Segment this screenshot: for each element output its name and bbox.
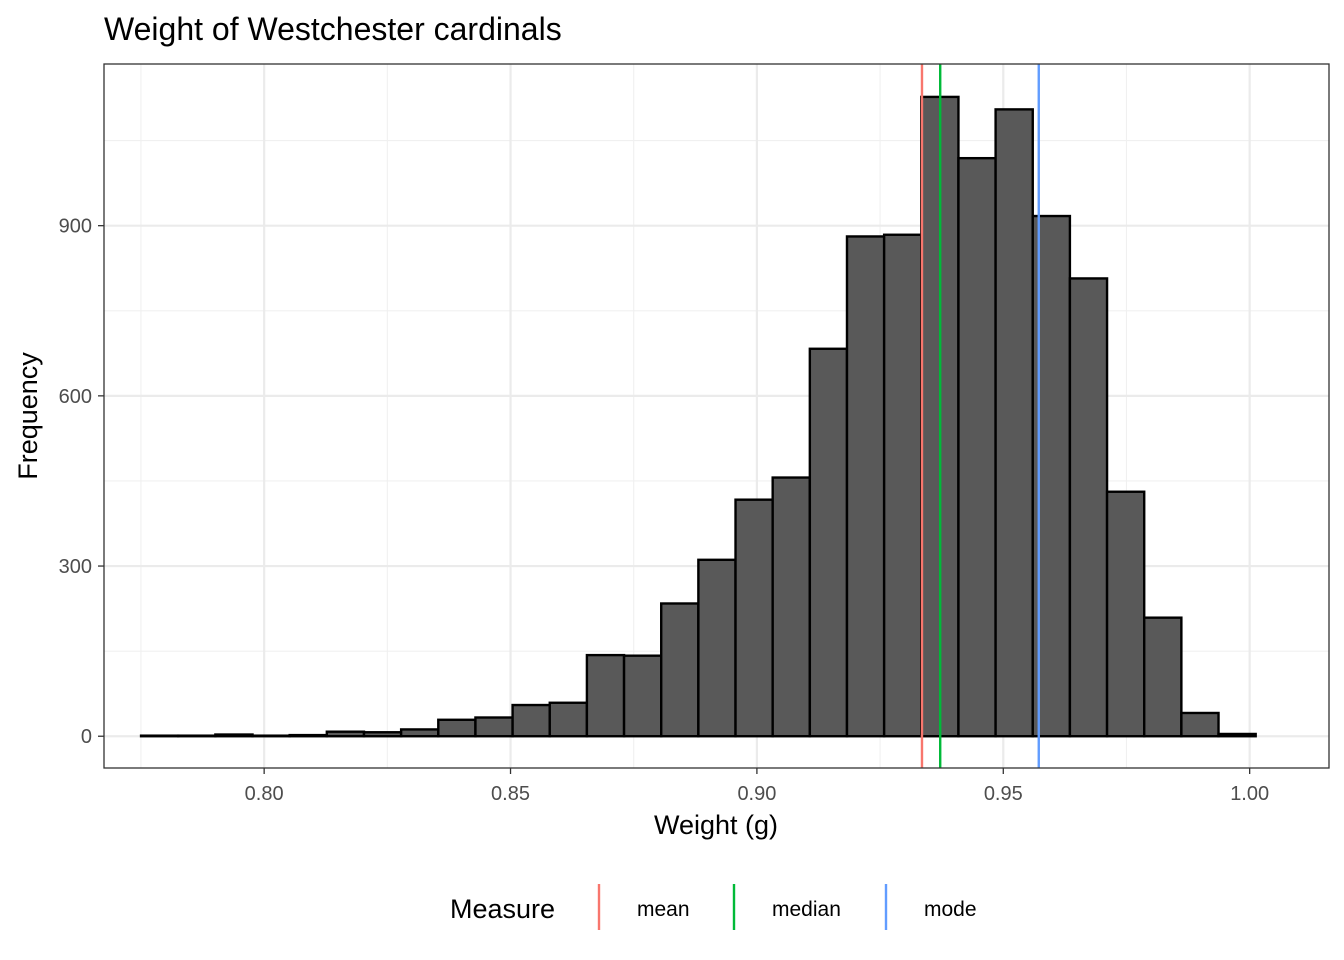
measure-lines <box>920 64 1040 768</box>
histogram-bar <box>511 703 551 738</box>
legend-title: Measure <box>450 894 555 924</box>
median-legend-label: median <box>772 898 841 921</box>
histogram-bar <box>1180 711 1220 738</box>
plot-panel <box>103 63 1330 769</box>
histogram-bar <box>1217 732 1257 738</box>
histogram-bar <box>660 602 700 738</box>
x-axis: 0.80 0.85 0.90 0.95 1.00 <box>245 768 1269 805</box>
y-axis-title: Frequency <box>13 352 43 480</box>
histogram-bar <box>139 734 180 738</box>
histogram-bar <box>697 558 737 738</box>
histogram-bar <box>845 235 886 738</box>
histogram-bar <box>474 716 514 738</box>
histogram-bar <box>771 476 812 738</box>
x-tick-label: 0.85 <box>491 783 530 805</box>
histogram-bar <box>622 654 663 738</box>
histogram-bar <box>548 701 589 738</box>
x-tick-label: 1.00 <box>1230 783 1269 805</box>
histogram-bar <box>882 233 923 738</box>
histogram-bars <box>139 95 1257 738</box>
y-tick-label: 0 <box>81 726 92 748</box>
histogram-bar <box>1143 616 1183 738</box>
y-axis: 0 300 600 900 <box>59 216 104 748</box>
histogram-bar <box>734 498 774 738</box>
histogram-bar <box>399 728 440 738</box>
histogram-bar <box>994 108 1034 738</box>
histogram-bar <box>251 734 291 738</box>
x-axis-title: Weight (g) <box>654 810 778 840</box>
x-tick-label: 0.90 <box>737 783 776 805</box>
histogram-bar <box>1068 277 1109 738</box>
histogram-bar <box>288 733 329 738</box>
histogram-bar <box>437 718 477 738</box>
histogram-bar <box>1105 490 1146 738</box>
legend: Measure mean median mode <box>450 884 977 930</box>
mode-legend-label: mode <box>924 898 977 921</box>
histogram-bar <box>957 156 997 738</box>
histogram-bar <box>362 731 403 738</box>
histogram-bar <box>808 347 849 738</box>
y-tick-label: 900 <box>59 216 92 238</box>
panel-border <box>103 63 1330 769</box>
histogram-bar <box>585 653 626 738</box>
x-tick-label: 0.95 <box>984 783 1023 805</box>
histogram-bar <box>325 730 366 738</box>
y-tick-label: 600 <box>59 386 92 408</box>
x-tick-label: 0.80 <box>245 783 284 805</box>
mean-legend-label: mean <box>637 898 690 921</box>
y-tick-label: 300 <box>59 556 92 578</box>
chart-title: Weight of Westchester cardinals <box>104 11 562 47</box>
histogram-bar <box>177 734 217 738</box>
histogram-bar <box>214 733 254 738</box>
